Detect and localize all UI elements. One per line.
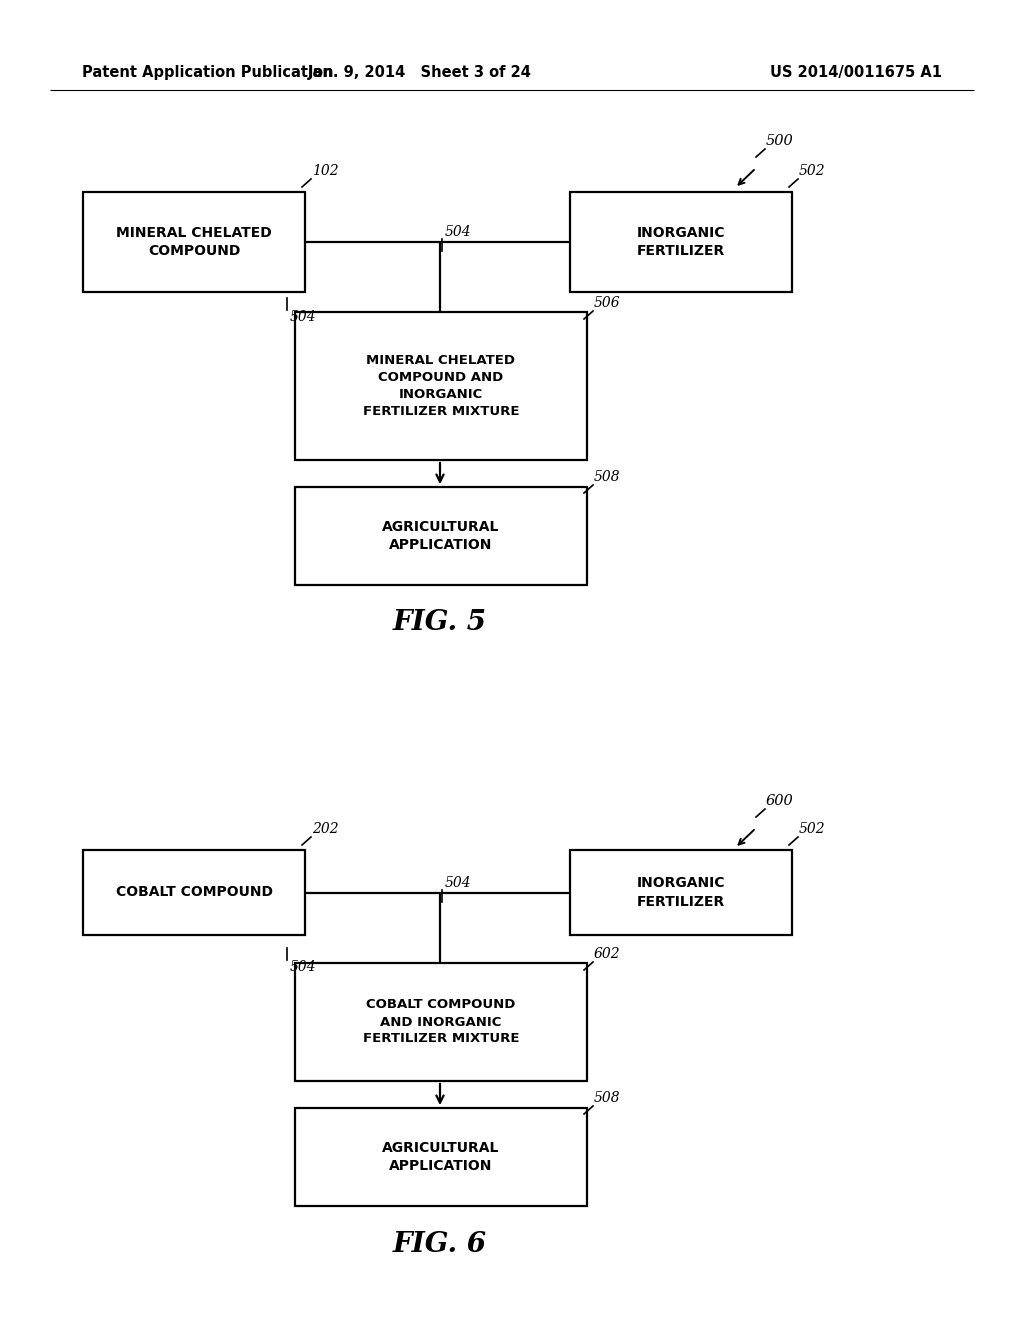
Text: INORGANIC
FERTILIZER: INORGANIC FERTILIZER	[637, 876, 725, 908]
Bar	[295, 964, 587, 1081]
Text: 508: 508	[594, 470, 621, 484]
Bar	[83, 850, 305, 935]
Bar	[83, 191, 305, 292]
Text: 602: 602	[594, 946, 621, 961]
Text: COBALT COMPOUND: COBALT COMPOUND	[116, 886, 272, 899]
Text: 504: 504	[445, 876, 472, 890]
Text: 504: 504	[290, 960, 316, 974]
Text: 202: 202	[312, 822, 339, 836]
Text: 506: 506	[594, 296, 621, 310]
Text: 508: 508	[594, 1092, 621, 1105]
Text: FIG. 6: FIG. 6	[393, 1232, 487, 1258]
Text: 600: 600	[766, 795, 794, 808]
Text: INORGANIC
FERTILIZER: INORGANIC FERTILIZER	[637, 226, 725, 259]
Bar	[570, 850, 792, 935]
Bar	[295, 1107, 587, 1206]
Text: MINERAL CHELATED
COMPOUND AND
INORGANIC
FERTILIZER MIXTURE: MINERAL CHELATED COMPOUND AND INORGANIC …	[362, 354, 519, 418]
Text: FIG. 5: FIG. 5	[393, 610, 487, 636]
Bar	[295, 312, 587, 459]
Text: US 2014/0011675 A1: US 2014/0011675 A1	[770, 65, 942, 79]
Text: AGRICULTURAL
APPLICATION: AGRICULTURAL APPLICATION	[382, 520, 500, 552]
Text: 502: 502	[799, 164, 825, 178]
Text: Jan. 9, 2014   Sheet 3 of 24: Jan. 9, 2014 Sheet 3 of 24	[308, 65, 531, 79]
Bar	[295, 487, 587, 585]
Text: 504: 504	[290, 310, 316, 323]
Text: 502: 502	[799, 822, 825, 836]
Bar	[570, 191, 792, 292]
Text: Patent Application Publication: Patent Application Publication	[82, 65, 334, 79]
Text: 504: 504	[445, 224, 472, 239]
Text: MINERAL CHELATED
COMPOUND: MINERAL CHELATED COMPOUND	[116, 226, 272, 259]
Text: 102: 102	[312, 164, 339, 178]
Text: AGRICULTURAL
APPLICATION: AGRICULTURAL APPLICATION	[382, 1140, 500, 1173]
Text: COBALT COMPOUND
AND INORGANIC
FERTILIZER MIXTURE: COBALT COMPOUND AND INORGANIC FERTILIZER…	[362, 998, 519, 1045]
Text: 500: 500	[766, 135, 794, 148]
